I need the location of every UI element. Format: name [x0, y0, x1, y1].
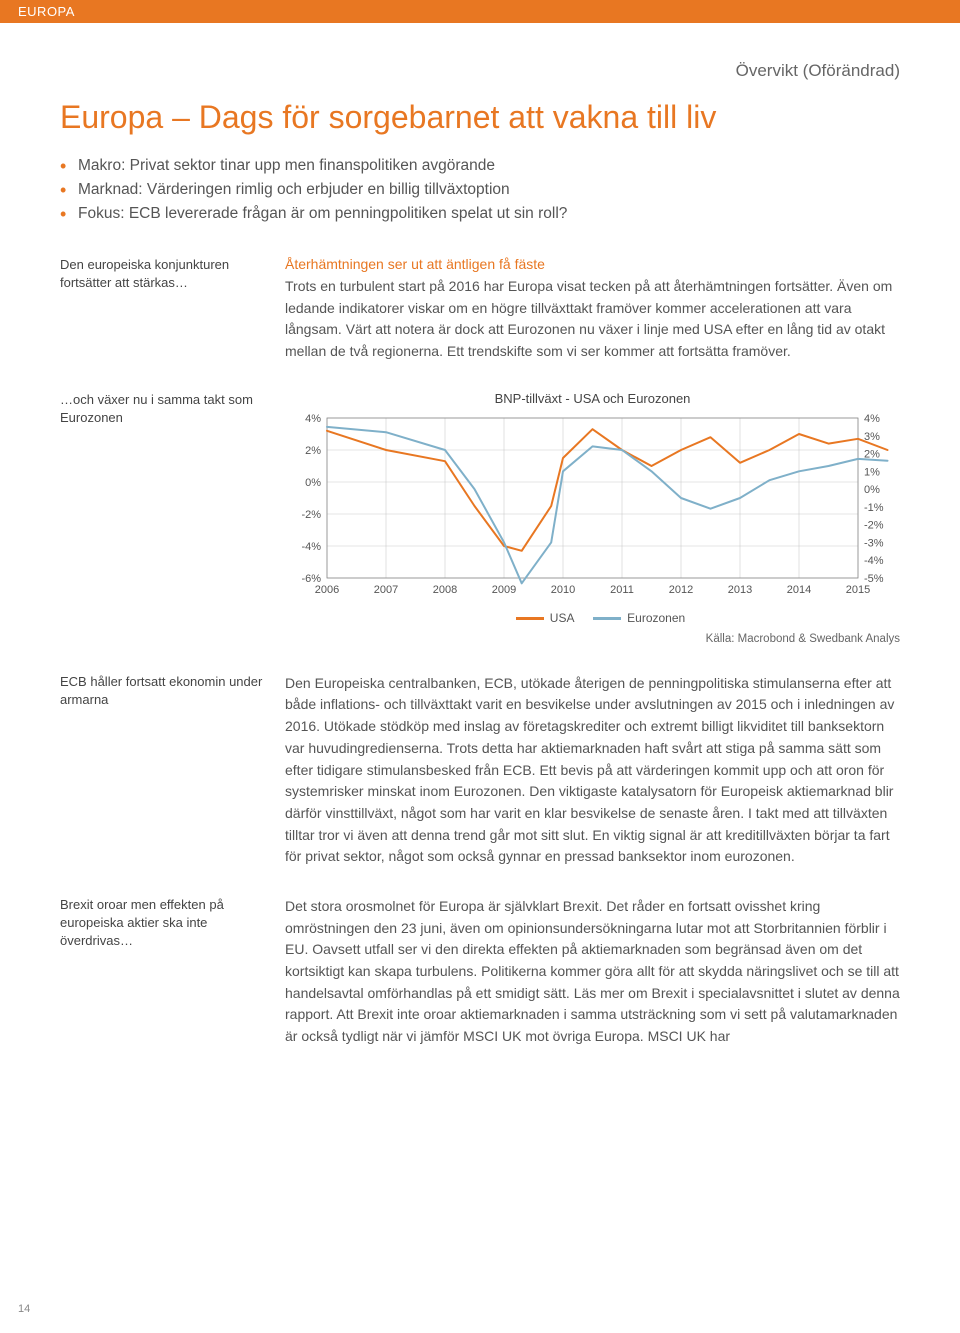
overweight-status: Övervikt (Oförändrad) — [60, 61, 900, 81]
svg-text:2011: 2011 — [610, 584, 634, 596]
svg-text:2008: 2008 — [433, 584, 457, 596]
legend-label: Eurozonen — [627, 611, 685, 625]
section-recovery: Den europeiska konjunkturen fortsätter a… — [60, 256, 900, 363]
svg-text:4%: 4% — [864, 413, 880, 425]
svg-text:-4%: -4% — [301, 541, 321, 553]
body-text: Trots en turbulent start på 2016 har Eur… — [285, 276, 900, 363]
section-header: EUROPA — [0, 0, 960, 23]
svg-text:2006: 2006 — [315, 584, 339, 596]
svg-text:2007: 2007 — [374, 584, 398, 596]
chart-legend: USA Eurozonen — [285, 611, 900, 625]
section-header-text: EUROPA — [18, 4, 75, 19]
legend-swatch-eurozone — [593, 617, 621, 620]
svg-text:2012: 2012 — [669, 584, 693, 596]
svg-text:0%: 0% — [864, 484, 880, 496]
section-chart: …och växer nu i samma takt som Eurozonen… — [60, 391, 900, 645]
svg-text:-4%: -4% — [864, 555, 884, 567]
summary-bullets: Makro: Privat sektor tinar upp men finan… — [60, 154, 900, 226]
body-text: Den Europeiska centralbanken, ECB, utöka… — [285, 673, 900, 868]
chart-svg: 4%2%0%-2%-4%-6%4%3%2%1%0%-1%-2%-3%-4%-5%… — [285, 412, 900, 602]
section-heading: Återhämtningen ser ut att äntligen få fä… — [285, 256, 900, 272]
svg-text:0%: 0% — [305, 477, 321, 489]
svg-text:-2%: -2% — [864, 519, 884, 531]
bullet-item: Makro: Privat sektor tinar upp men finan… — [60, 154, 900, 178]
section-ecb: ECB håller fortsatt ekonomin under armar… — [60, 673, 900, 868]
chart-source: Källa: Macrobond & Swedbank Analys — [285, 633, 900, 645]
side-note: Den europeiska konjunkturen fortsätter a… — [60, 256, 285, 363]
svg-text:2013: 2013 — [728, 584, 752, 596]
section-brexit: Brexit oroar men effekten på europeiska … — [60, 896, 900, 1048]
side-note: Brexit oroar men effekten på europeiska … — [60, 896, 285, 1048]
bullet-item: Marknad: Värderingen rimlig och erbjuder… — [60, 178, 900, 202]
side-note: …och växer nu i samma takt som Eurozonen — [60, 391, 285, 645]
body-text: Det stora orosmolnet för Europa är själv… — [285, 896, 900, 1048]
page-number: 14 — [18, 1303, 30, 1315]
svg-text:-1%: -1% — [864, 502, 884, 514]
svg-text:2%: 2% — [305, 445, 321, 457]
svg-text:-3%: -3% — [864, 537, 884, 549]
svg-text:2010: 2010 — [551, 584, 575, 596]
svg-text:-2%: -2% — [301, 509, 321, 521]
legend-label: USA — [550, 611, 574, 625]
bullet-item: Fokus: ECB levererade frågan är om penni… — [60, 202, 900, 226]
svg-text:2014: 2014 — [787, 584, 811, 596]
gdp-chart: 4%2%0%-2%-4%-6%4%3%2%1%0%-1%-2%-3%-4%-5%… — [285, 412, 900, 605]
svg-text:4%: 4% — [305, 413, 321, 425]
page-title: Europa – Dags för sorgebarnet att vakna … — [60, 99, 900, 136]
legend-swatch-usa — [516, 617, 544, 620]
chart-title: BNP-tillväxt - USA och Eurozonen — [285, 391, 900, 406]
svg-text:2009: 2009 — [492, 584, 516, 596]
side-note: ECB håller fortsatt ekonomin under armar… — [60, 673, 285, 868]
svg-text:2015: 2015 — [846, 584, 870, 596]
svg-text:1%: 1% — [864, 466, 880, 478]
